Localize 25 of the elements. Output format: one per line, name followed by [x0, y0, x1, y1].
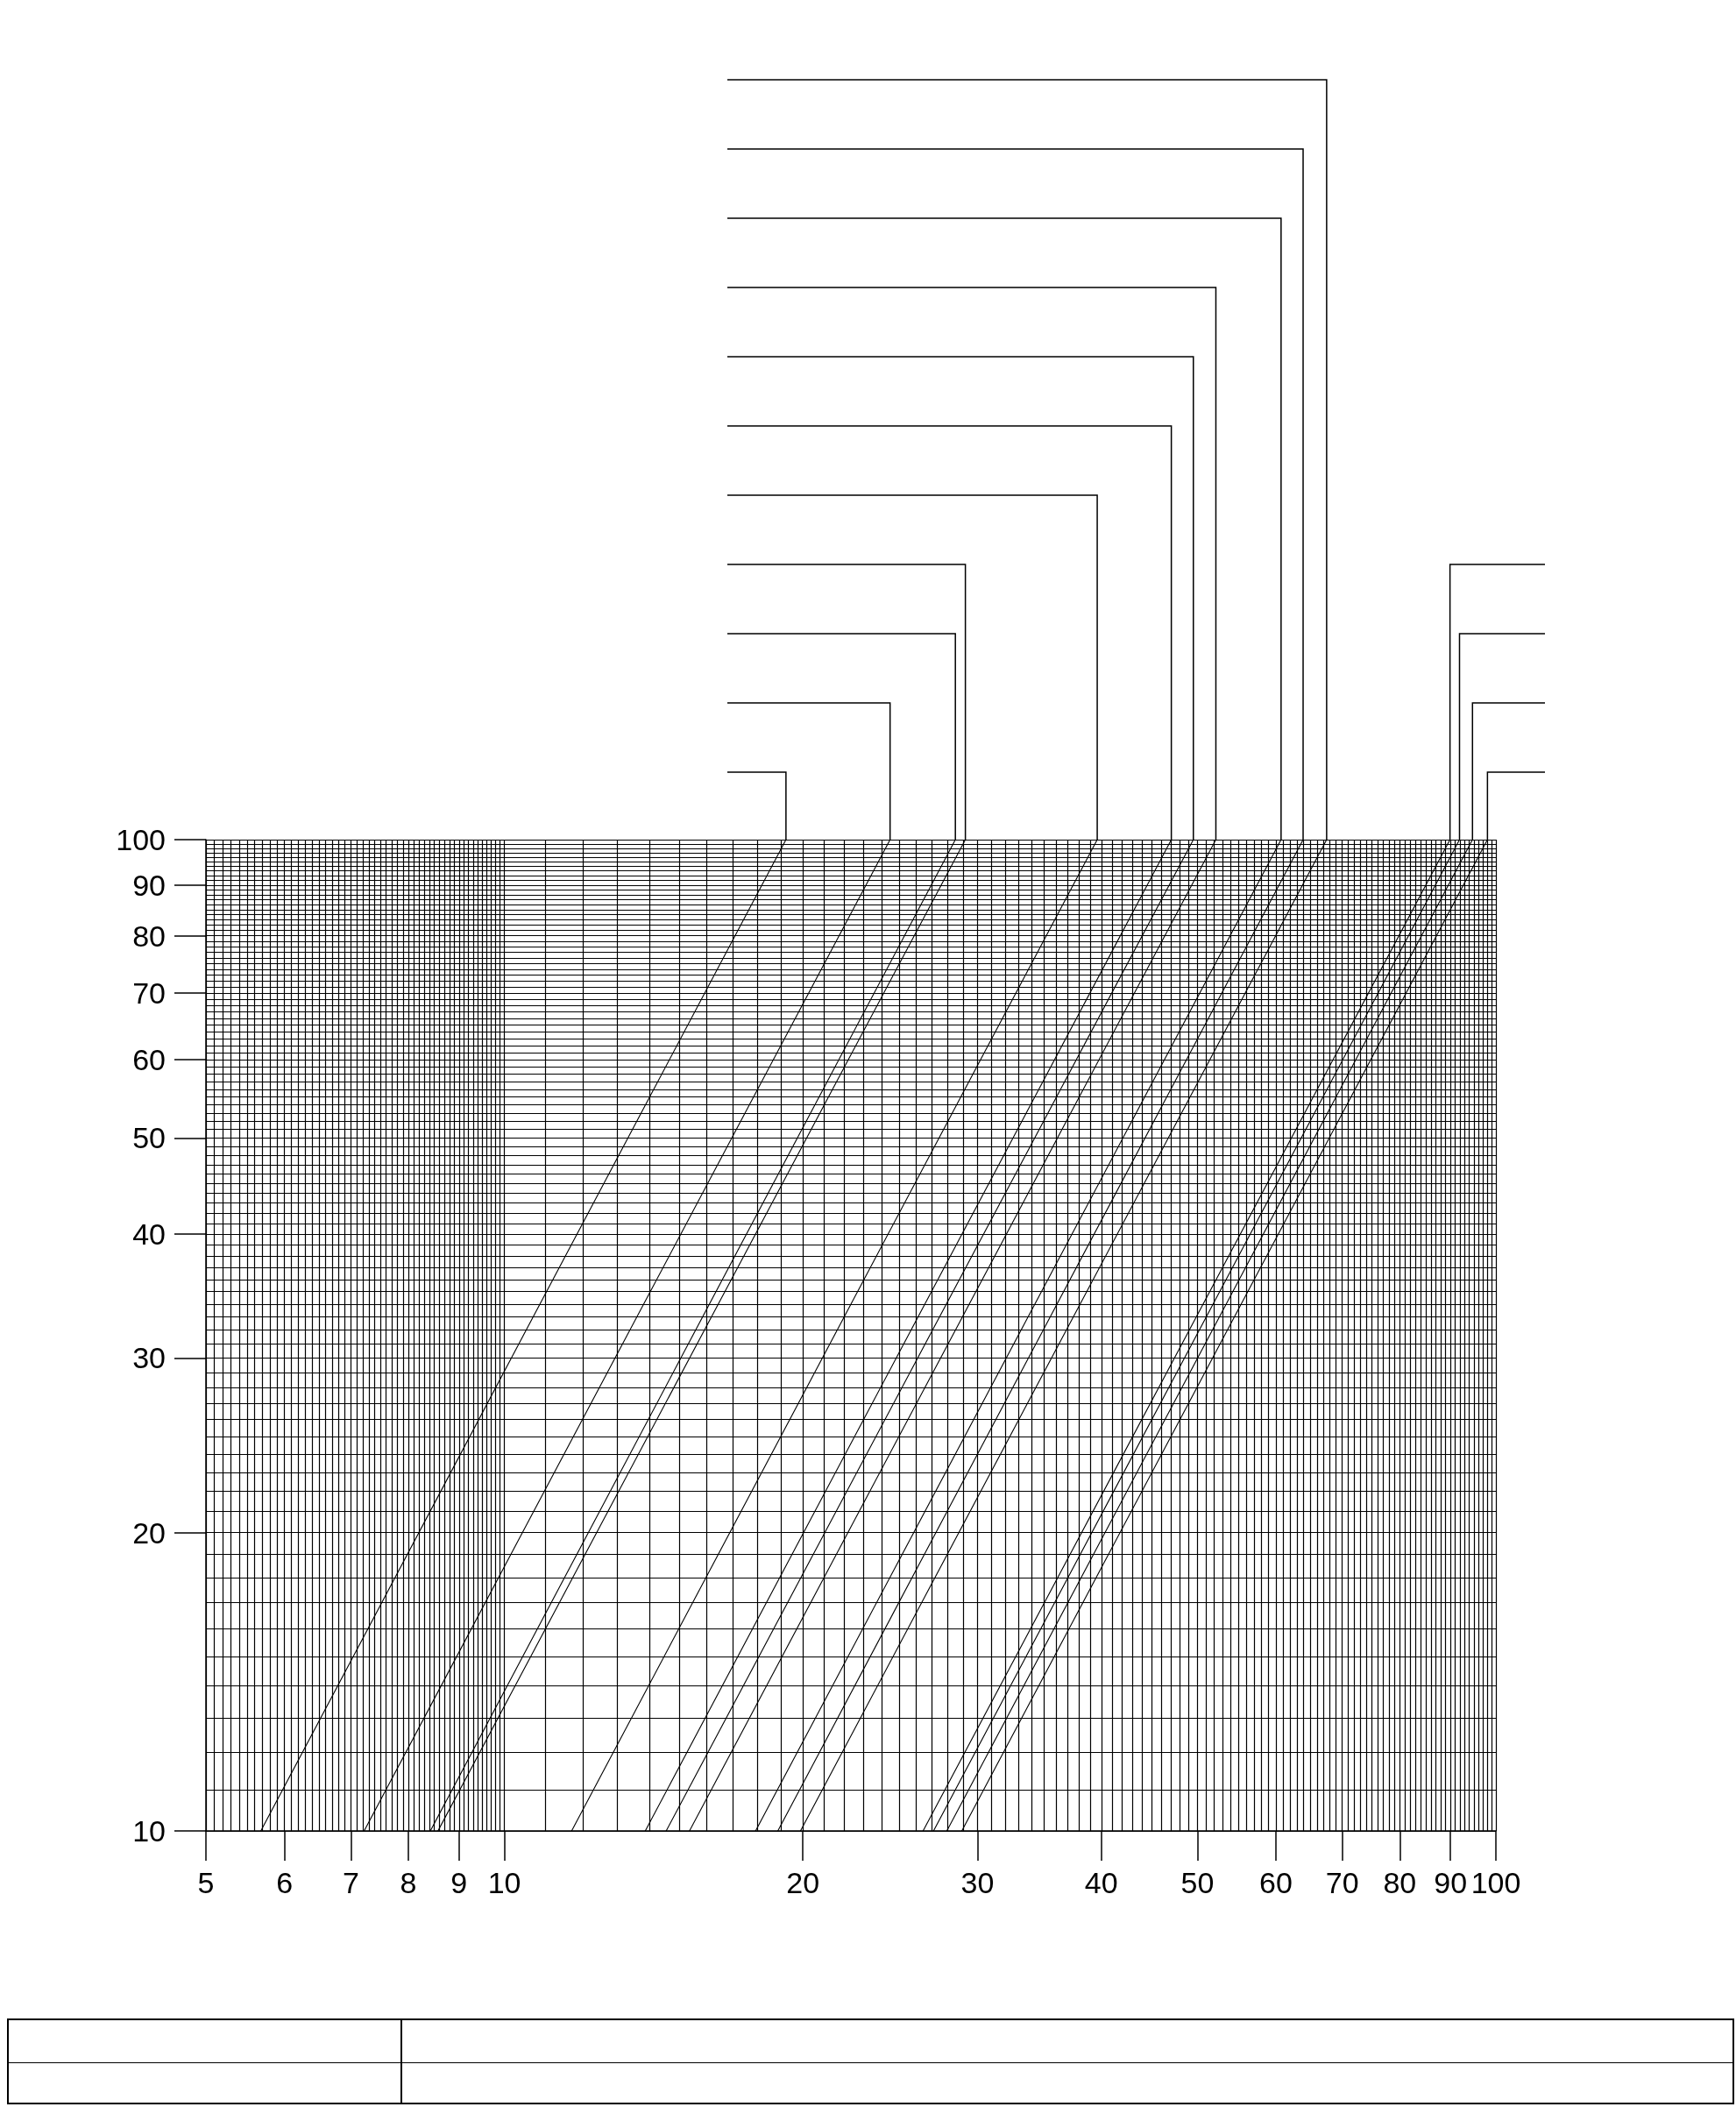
y-tick-label: 40 [132, 1217, 166, 1252]
x-tick-label: 5 [197, 1866, 215, 1899]
x-tick-label: 70 [1325, 1866, 1359, 1899]
y-tick-label: 30 [132, 1341, 166, 1375]
x-tick-label: 6 [276, 1866, 294, 1899]
y-tick-label: 100 [116, 823, 166, 856]
y-tick-label: 70 [132, 976, 166, 1011]
x-tick-label: 60 [1259, 1866, 1293, 1899]
x-tick-label: 50 [1180, 1866, 1215, 1899]
x-tick-label: 90 [1434, 1866, 1468, 1899]
x-tick-label: 9 [450, 1866, 468, 1899]
y-tick-label: 10 [132, 1814, 166, 1848]
x-tick-label: 10 [487, 1866, 521, 1899]
x-tick-label: 8 [400, 1866, 417, 1899]
y-tick-label: 80 [132, 919, 166, 953]
y-tick-label: 20 [132, 1515, 166, 1550]
y-tick-label: 60 [132, 1042, 166, 1076]
y-tick-label: 90 [132, 868, 166, 902]
y-tick-label: 50 [132, 1121, 166, 1155]
x-tick-label: 80 [1383, 1866, 1417, 1899]
x-tick-label: 100 [1470, 1866, 1521, 1899]
x-tick-label: 20 [786, 1866, 820, 1899]
x-tick-label: 30 [960, 1866, 995, 1899]
x-tick-label: 7 [342, 1866, 359, 1899]
x-tick-label: 40 [1084, 1866, 1118, 1899]
